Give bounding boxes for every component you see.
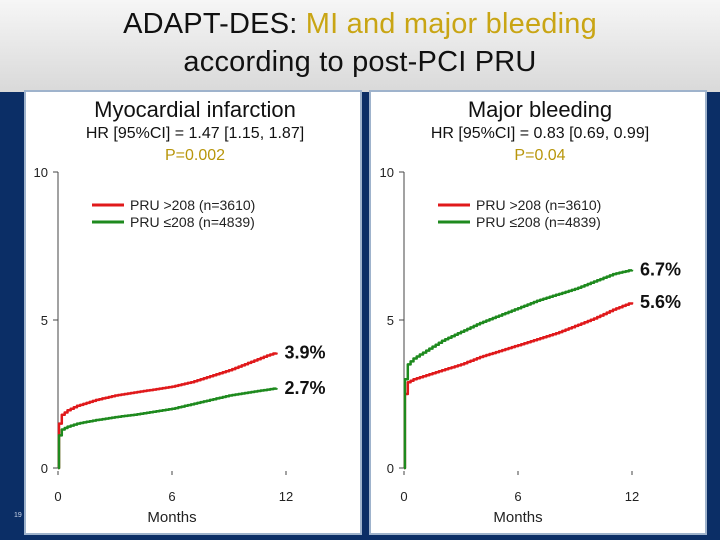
- title-prefix: ADAPT-DES:: [123, 8, 306, 40]
- slide-title-line-1: ADAPT-DES: MI and major bleeding: [0, 8, 720, 41]
- y-tick-label: 5: [41, 313, 48, 328]
- slide-title-line-2: according to post-PCI PRU: [183, 46, 537, 78]
- panel-mi: Myocardial infarction HR [95%CI] = 1.47 …: [24, 90, 362, 535]
- x-tick-label: 0: [400, 489, 407, 504]
- end-value-label: 5.6%: [640, 292, 681, 312]
- x-tick-label: 6: [168, 489, 175, 504]
- x-axis-label: Months: [147, 509, 196, 526]
- km-curve-pru-high: [57, 352, 278, 470]
- end-value-label: 6.7%: [640, 260, 681, 280]
- title-accent: MI and major bleeding: [305, 8, 597, 40]
- km-curve-pru-low: [403, 269, 634, 470]
- legend-label: PRU ≤208 (n=4839): [476, 214, 601, 230]
- y-tick-label: 10: [380, 165, 394, 180]
- x-tick-label: 12: [279, 489, 293, 504]
- x-axis-label: Months: [493, 509, 542, 526]
- y-tick-label: 5: [387, 313, 394, 328]
- km-curve-pru-high: [403, 302, 634, 470]
- y-tick-label: 0: [41, 461, 48, 476]
- chart-title: Myocardial infarction: [94, 97, 296, 122]
- y-tick-label: 10: [34, 165, 48, 180]
- legend-label: PRU >208 (n=3610): [130, 197, 255, 213]
- km-curve-pru-low: [57, 387, 278, 470]
- title-band: [0, 0, 720, 92]
- end-value-label: 3.9%: [285, 343, 326, 363]
- legend-label: PRU >208 (n=3610): [476, 197, 601, 213]
- y-tick-label: 0: [387, 461, 394, 476]
- hazard-ratio-text: HR [95%CI] = 0.83 [0.69, 0.99]: [430, 125, 650, 142]
- x-tick-label: 0: [54, 489, 61, 504]
- p-value-text: P=0.002: [164, 147, 226, 164]
- end-value-label: 2.7%: [285, 378, 326, 398]
- hazard-ratio-text: HR [95%CI] = 1.47 [1.15, 1.87]: [85, 125, 305, 142]
- p-value-text: P=0.04: [514, 147, 566, 164]
- x-tick-label: 6: [514, 489, 521, 504]
- page-number: 19: [14, 512, 22, 519]
- legend-label: PRU ≤208 (n=4839): [130, 214, 255, 230]
- chart-title: Major bleeding: [467, 97, 613, 122]
- x-tick-label: 12: [625, 489, 639, 504]
- panel-bleeding: Major bleeding HR [95%CI] = 0.83 [0.69, …: [369, 90, 707, 535]
